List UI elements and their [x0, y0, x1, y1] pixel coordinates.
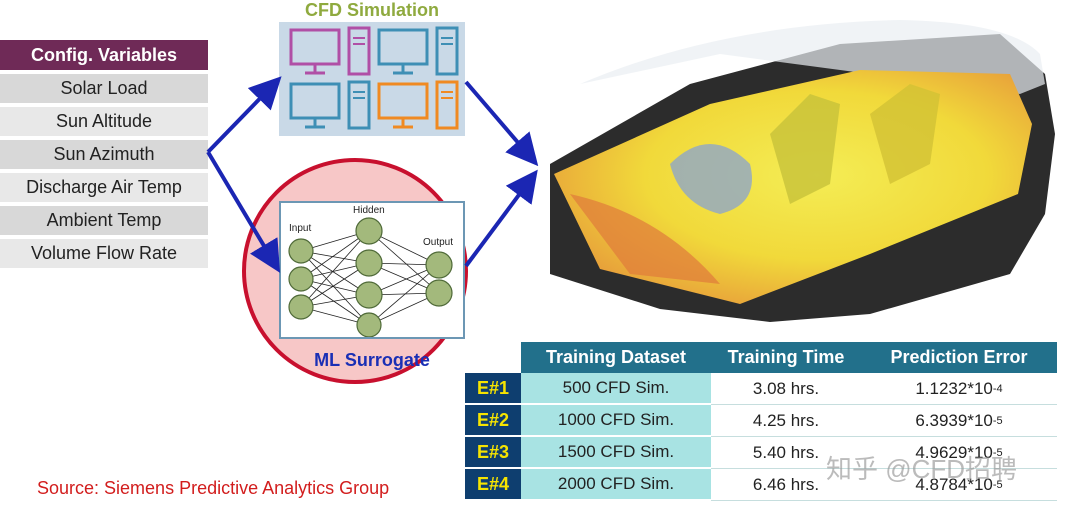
arrow-config-to-cfd [206, 76, 282, 154]
row-label: E#1 [465, 373, 521, 405]
cell-dataset: 2000 CFD Sim. [521, 469, 711, 501]
input-node [288, 266, 314, 292]
computer-icon [377, 80, 459, 130]
computer-icon [377, 26, 459, 76]
config-item-sun-azimuth: Sun Azimuth [0, 140, 208, 169]
neural-network-diagram: Input Hidden Output [288, 205, 453, 338]
error-base: 4.9629*10 [915, 442, 993, 462]
error-base: 4.8784*10 [915, 474, 993, 494]
config-item-ambient-temp: Ambient Temp [0, 206, 208, 235]
row-label: E#4 [465, 469, 521, 501]
input-layer-label: Input [289, 223, 311, 234]
cell-time: 4.25 hrs. [711, 405, 861, 437]
cell-error: 1.1232*10 -4 [861, 373, 1057, 405]
hidden-node [355, 281, 383, 309]
network-nodes [288, 217, 453, 338]
error-exponent: -5 [992, 446, 1003, 459]
config-item-solar-load: Solar Load [0, 74, 208, 103]
error-exponent: -5 [992, 478, 1003, 491]
source-caption: Source: Siemens Predictive Analytics Gro… [37, 478, 390, 498]
config-item-volume-flow-rate: Volume Flow Rate [0, 239, 208, 268]
table-row: E#1 500 CFD Sim. 3.08 hrs. 1.1232*10 -4 [465, 373, 1057, 405]
cfd-simulation-box [279, 22, 465, 136]
cool-zone [670, 144, 752, 214]
error-exponent: -5 [992, 414, 1003, 427]
output-node [425, 251, 453, 279]
config-variables-panel: Config. Variables Solar Load Sun Altitud… [0, 40, 208, 272]
results-table-header: Training Dataset Training Time Predictio… [521, 342, 1057, 373]
cfd-simulation-title: CFD Simulation [305, 0, 439, 20]
cell-time: 5.40 hrs. [711, 437, 861, 469]
table-row: E#2 1000 CFD Sim. 4.25 hrs. 6.3939*10 -5 [465, 405, 1057, 437]
computer-icon [289, 26, 371, 76]
cell-dataset: 500 CFD Sim. [521, 373, 711, 405]
error-base: 6.3939*10 [915, 410, 993, 430]
table-row: E#4 2000 CFD Sim. 6.46 hrs. 4.8784*10 -5 [465, 469, 1057, 501]
row-label: E#3 [465, 437, 521, 469]
computer-icon [289, 80, 371, 130]
cell-dataset: 1000 CFD Sim. [521, 405, 711, 437]
results-table: Training Dataset Training Time Predictio… [465, 342, 1057, 502]
cell-error: 4.8784*10 -5 [861, 469, 1057, 501]
error-base: 1.1232*10 [915, 378, 993, 398]
ml-surrogate-label: ML Surrogate [314, 350, 430, 370]
error-exponent: -4 [992, 382, 1003, 395]
config-item-discharge-air-temp: Discharge Air Temp [0, 173, 208, 202]
hidden-layer-label: Hidden [353, 205, 385, 216]
network-connections [300, 230, 440, 326]
computers-illustration [289, 26, 459, 130]
seat-shape [870, 84, 940, 184]
header-prediction-error: Prediction Error [890, 347, 1028, 367]
cell-dataset: 1500 CFD Sim. [521, 437, 711, 469]
cell-time: 3.08 hrs. [711, 373, 861, 405]
output-layer-label: Output [423, 237, 453, 248]
arrow-cfd-to-result [464, 80, 539, 167]
input-node [288, 294, 314, 320]
hidden-node [356, 312, 382, 338]
cell-time: 6.46 hrs. [711, 469, 861, 501]
config-variables-header: Config. Variables [0, 40, 208, 70]
row-label: E#2 [465, 405, 521, 437]
input-node [288, 238, 314, 264]
header-training-dataset: Training Dataset [545, 347, 687, 367]
output-node [425, 279, 453, 307]
cell-error: 4.9629*10 -5 [861, 437, 1057, 469]
neural-network-box: Input Hidden Output [279, 201, 465, 339]
hidden-node [355, 249, 383, 277]
table-row: E#3 1500 CFD Sim. 5.40 hrs. 4.9629*10 -5 [465, 437, 1057, 469]
car-thermal-image [540, 14, 1060, 326]
cell-error: 6.3939*10 -5 [861, 405, 1057, 437]
config-item-sun-altitude: Sun Altitude [0, 107, 208, 136]
arrow-ml-to-result [464, 169, 538, 268]
hidden-node [355, 217, 383, 245]
watermark: 知乎 @CFD招聘 [826, 454, 1018, 484]
seat-shape [770, 94, 840, 204]
hot-zone [570, 194, 720, 284]
header-training-time: Training Time [727, 347, 845, 367]
